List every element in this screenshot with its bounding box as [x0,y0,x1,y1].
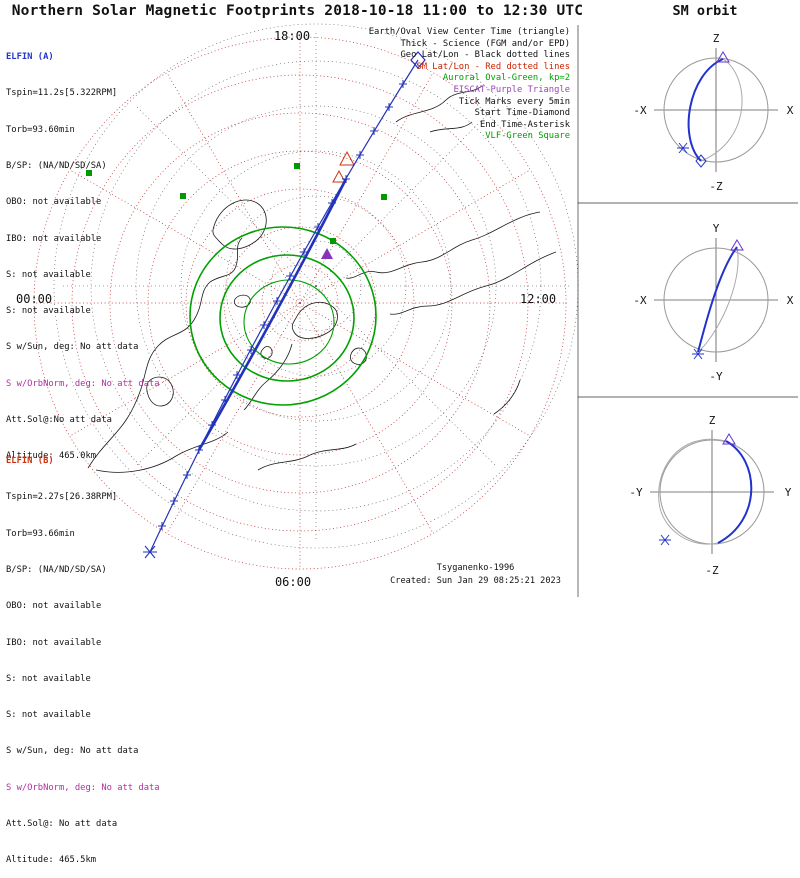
clock-label-left: 00:00 [16,292,52,306]
axis-label: -X [633,294,647,307]
view-center-triangles [332,150,355,183]
info-line: Torb=93.66min [6,528,75,539]
axis-label: X [787,294,794,307]
track-ticks [158,80,407,530]
elfin-b-title: ELFIN (B) [6,456,54,467]
info-line: S w/OrbNorm, deg: No att data [6,378,160,389]
auroral-oval [189,226,377,406]
info-line: OBO: not available [6,197,102,208]
legend-line: SM Lat/Lon - Red dotted lines [416,61,570,72]
axis-label: -Y [709,370,723,383]
orbit-panel-xz: Z -X X -Z [633,32,793,193]
clock-label-bottom: 06:00 [275,575,311,589]
info-line: S w/OrbNorm, deg: No att data [6,782,160,793]
footer: Tsyganenko-1996 Created: Sun Jan 29 08:2… [378,562,573,588]
info-line: Tspin=2.27s[26.38RPM] [6,492,118,503]
axis-label: Y [785,486,792,499]
clock-label-right: 12:00 [520,292,556,306]
info-line: IBO: not available [6,637,102,648]
orbit-asterisk-icon [659,534,671,546]
elfin-track [143,51,426,559]
clock-label-top: 18:00 [274,29,310,43]
info-line: Att.Sol@: No att data [6,819,118,829]
legend-line: Thick - Science (FGM and/or EPD) [400,38,570,49]
info-line: B/SP: (NA/ND/SD/SA) [6,161,107,172]
orbit-diamond-icon [695,154,707,168]
elfin-a-title: ELFIN (A) [6,52,54,63]
vlf-squares [86,163,387,244]
orbit-asterisk-icon [692,348,704,360]
legend-line: VLF-Green Square [485,131,570,142]
legend-line: Tick Marks every 5min [458,96,570,107]
axis-label: -Z [705,564,719,577]
info-line: Att.Sol@:No att data [6,415,112,425]
legend-line: Earth/Oval View Center Time (triangle) [368,27,570,37]
orbit-asterisk-icon [677,142,689,154]
panel-separators [577,25,798,597]
created-label: Created: Sun Jan 29 08:25:21 2023 [390,576,561,586]
legend-line: Geo Lat/Lon - Black dotted lines [400,50,570,61]
orbit-triangle-icon [716,51,730,63]
legend-line: Auroral Oval-Green, kp=2 [442,73,570,84]
info-line: S: not available [6,673,91,684]
axis-label: X [787,104,794,117]
orbit-panel-yz: Z -Y Y -Z [629,414,791,577]
info-line: B/SP: (NA/ND/SD/SA) [6,565,107,576]
orbit-panel-xy: Y -X X -Y [633,222,793,383]
info-line: Altitude: 465.0km [6,451,97,462]
info-line: S: not available [6,269,91,280]
info-line: S: not available [6,306,91,317]
info-line: S w/Sun, deg: No att data [6,746,139,757]
legend-line: End Time-Asterisk [479,119,570,130]
orbit-triangle-icon [722,433,736,445]
axis-label: -Z [709,180,723,193]
legend-line: EISCAT-Purple Triangle [453,84,570,95]
plot-svg: 18:00 00:00 12:00 06:00 Z -X X -Z Y -X [16,23,798,597]
elfin-a-info: ELFIN (A) Tspin=11.2s[5.322RPM] Torb=93.… [6,27,160,474]
sm-grid [33,36,567,570]
info-line: S w/Sun, deg: No att data [6,342,139,353]
info-line: Altitude: 465.5km [6,855,97,866]
axis-label: Z [713,32,720,45]
elfin-track-science [197,178,348,451]
axis-label: Z [709,414,716,427]
coastlines [87,85,557,473]
axis-label: -X [633,104,647,117]
legend-line: Start Time-Diamond [474,108,570,119]
page-title: Northern Solar Magnetic Footprints 2018-… [11,3,584,19]
model-label: Tsyganenko-1996 [436,563,515,573]
orbit-triangle-icon [730,239,744,251]
info-line: OBO: not available [6,601,102,612]
elfin-b-info: ELFIN (B) Tspin=2.27s[26.38RPM] Torb=93.… [6,431,160,878]
axis-label: -Y [629,486,643,499]
map-legend: Earth/Oval View Center Time (triangle) T… [320,27,570,143]
info-line: IBO: not available [6,233,102,244]
info-line: S: not available [6,710,91,721]
info-line: Tspin=11.2s[5.322RPM] [6,88,118,99]
start-diamond [410,51,426,69]
end-asterisk [143,545,157,559]
eiscat-triangle [321,248,333,259]
axis-label: Y [713,222,720,235]
orbit-panel-title: SM orbit [672,3,738,19]
info-line: Torb=93.60min [6,124,75,135]
